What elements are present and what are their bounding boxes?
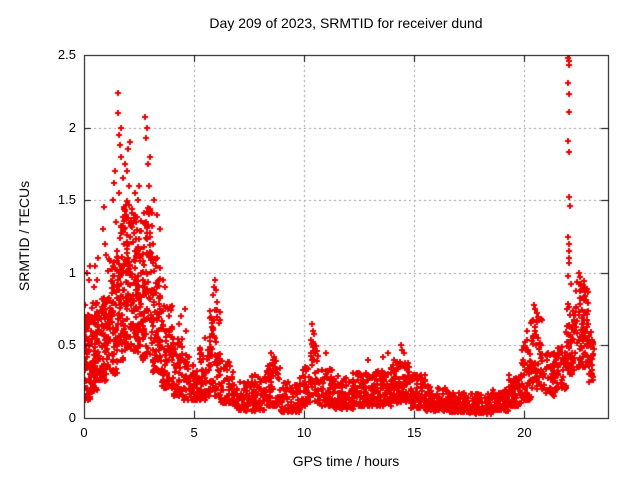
y-tick-label: 2.5	[57, 47, 76, 62]
chart-title: Day 209 of 2023, SRMTID for receiver dun…	[209, 15, 483, 31]
y-tick-label: 1.5	[57, 192, 76, 208]
x-tick-label: 0	[80, 425, 88, 440]
x-tick-label: 5	[190, 425, 198, 440]
y-tick-label: 2	[68, 119, 76, 135]
x-axis-label: GPS time / hours	[292, 453, 400, 469]
x-tick-label: 15	[407, 425, 422, 440]
x-tick-label: 20	[517, 425, 532, 440]
x-tick-label: 10	[296, 425, 312, 440]
y-tick-label: 0	[68, 410, 76, 425]
y-tick-label: 0.5	[57, 337, 76, 353]
y-tick-label: 1	[68, 264, 76, 280]
